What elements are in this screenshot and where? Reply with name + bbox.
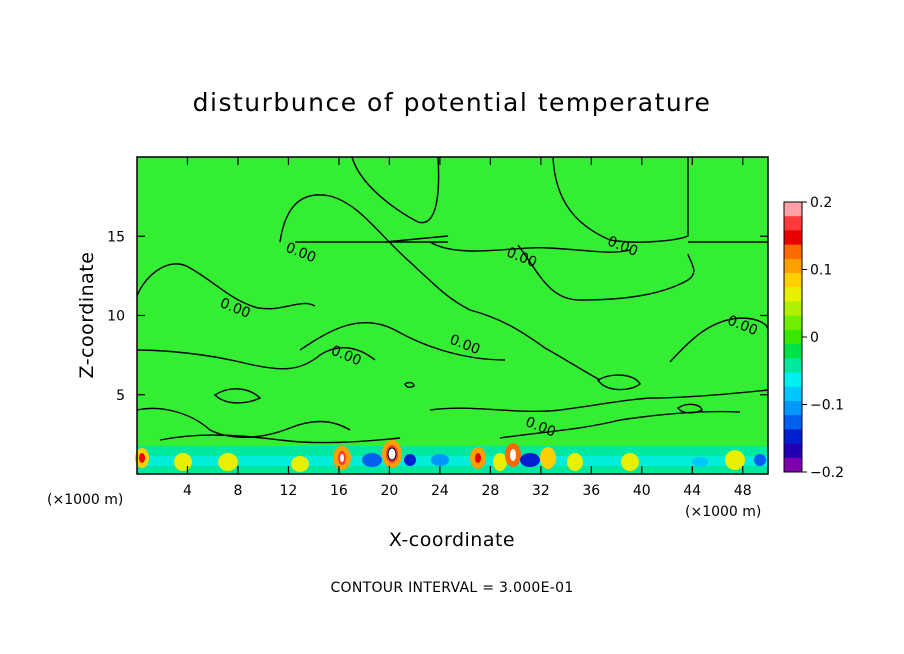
x-axis-label: X-coordinate [389,529,515,551]
x-tick-label: 32 [532,483,550,499]
colorbar-tick-label: 0.2 [810,195,832,211]
y-tick-label: 15 [107,229,125,245]
contour-line [384,235,449,243]
contour-line [429,389,769,413]
chart-title: disturbunce of potential temperature [193,88,712,117]
contour-line [469,309,601,381]
colorbar-swatch [784,415,802,430]
warm-cell [174,453,192,471]
contour-line [404,381,415,389]
colorbar-swatch [784,287,802,302]
contour-interval-note: CONTOUR INTERVAL = 3.000E-01 [330,580,573,596]
warm-cell-core [340,454,344,462]
colorbar-tick-label: −0.1 [810,398,844,414]
colorbar-swatch [784,258,802,274]
warm-cell [291,456,309,472]
contour-line [136,347,376,370]
cold-cell [692,457,708,467]
plot-area: 0.000.000.00 0.000.00 0.000.000.00 4 8 12 16 2… [107,156,769,499]
contour-line [136,263,316,310]
cold-cell [404,454,416,466]
cold-cell [520,453,540,467]
contour-line [597,374,641,391]
y-tick-label: 5 [116,388,125,404]
contour-line [351,156,440,224]
contour-line [669,317,769,363]
x-tick-label: 48 [734,483,752,499]
warm-cell-core [475,453,481,463]
warm-cell-core [510,449,516,461]
x-tick-label: 36 [582,483,600,499]
colorbar-swatch [784,457,802,473]
contour-line [136,407,351,438]
warm-cell [218,453,238,471]
contour-line [677,403,703,414]
colorbar-swatch [784,443,802,459]
colorbar-tick-label: −0.2 [810,465,844,481]
contour-line [517,244,695,301]
colorbar-swatch [784,386,802,402]
colorbar-swatch [784,358,802,374]
warm-cell [540,447,556,469]
warm-cell-core [387,447,397,461]
x-tick-label: 28 [481,483,499,499]
contour-line [429,241,631,253]
surface-disturbance [135,440,768,474]
contour-lines [136,156,769,444]
colorbar-swatch [784,344,802,359]
warm-cell [725,450,745,470]
contour-line [159,434,401,444]
contour-line [279,194,471,311]
contour-line [299,321,506,361]
x-tick-label: 4 [183,483,192,499]
colorbar-tick-label: 0 [810,330,819,346]
x-tick-label: 16 [330,483,348,499]
colorbar-swatch [784,230,802,246]
colorbar-swatch [784,429,802,445]
x-tick-label: 20 [380,483,398,499]
colorbar-swatch [784,315,802,331]
colorbar-swatch [784,329,802,345]
colorbar: 0.2 0.1 0 −0.1 −0.2 [783,195,844,481]
colorbar-tick-label: 0.1 [810,263,832,279]
colorbar-swatch [784,372,802,388]
surface-band-inner [137,456,768,466]
cold-cell [754,454,766,466]
colorbar-swatch [784,216,802,231]
y-axis-label: Z-coordinate [76,252,98,379]
colorbar-swatch [784,400,802,416]
x-unit-left: (×1000 m) [47,492,123,508]
x-tick-label: 40 [633,483,651,499]
colorbar-swatch [784,202,802,217]
x-unit-right: (×1000 m) [685,504,761,520]
warm-cell-core [139,453,145,463]
x-tick-label: 24 [431,483,449,499]
contour-line [499,410,741,439]
contour-line [213,388,262,404]
warm-cell [567,453,583,471]
cold-cell [362,453,382,467]
field-background [137,157,768,474]
contour-line [552,156,689,243]
y-tick-label: 10 [107,309,125,325]
disturbance-blobs [135,440,766,472]
warm-cell [493,453,507,471]
colorbar-swatch [784,301,802,317]
x-tick-label: 12 [280,483,298,499]
x-tick-label: 44 [683,483,701,499]
colorbar-swatch [784,244,802,260]
warm-cell [621,453,639,471]
x-tick-label: 8 [233,483,242,499]
colorbar-swatch [784,273,802,288]
cold-cell [431,454,449,466]
